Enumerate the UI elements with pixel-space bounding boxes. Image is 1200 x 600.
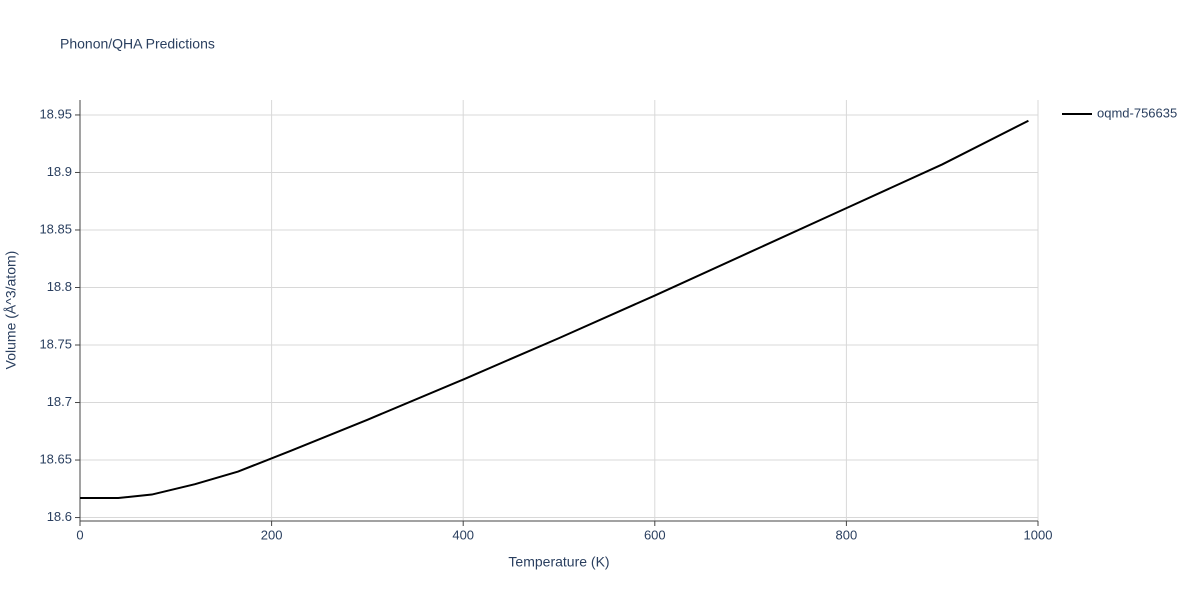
y-tick-label: 18.95 — [39, 106, 72, 121]
y-tick-label: 18.8 — [47, 279, 72, 294]
x-tick-label: 1000 — [1024, 527, 1053, 542]
y-tick-label: 18.7 — [47, 394, 72, 409]
y-tick-label: 18.65 — [39, 451, 72, 466]
y-tick-label: 18.85 — [39, 221, 72, 236]
x-tick-label: 600 — [644, 527, 666, 542]
x-tick-label: 400 — [452, 527, 474, 542]
x-tick-label: 200 — [261, 527, 283, 542]
y-tick-label: 18.9 — [47, 164, 72, 179]
x-tick-label: 800 — [836, 527, 858, 542]
x-axis-label: Temperature (K) — [508, 554, 609, 570]
data-line — [80, 119, 1029, 499]
x-tick-label: 0 — [76, 527, 83, 542]
y-tick-label: 18.75 — [39, 336, 72, 351]
y-tick-label: 18.6 — [47, 509, 72, 524]
legend-label: oqmd-756635 — [1097, 105, 1177, 120]
chart-title: Phonon/QHA Predictions — [60, 36, 215, 52]
y-axis-label: Volume (Å^3/atom) — [3, 251, 19, 370]
